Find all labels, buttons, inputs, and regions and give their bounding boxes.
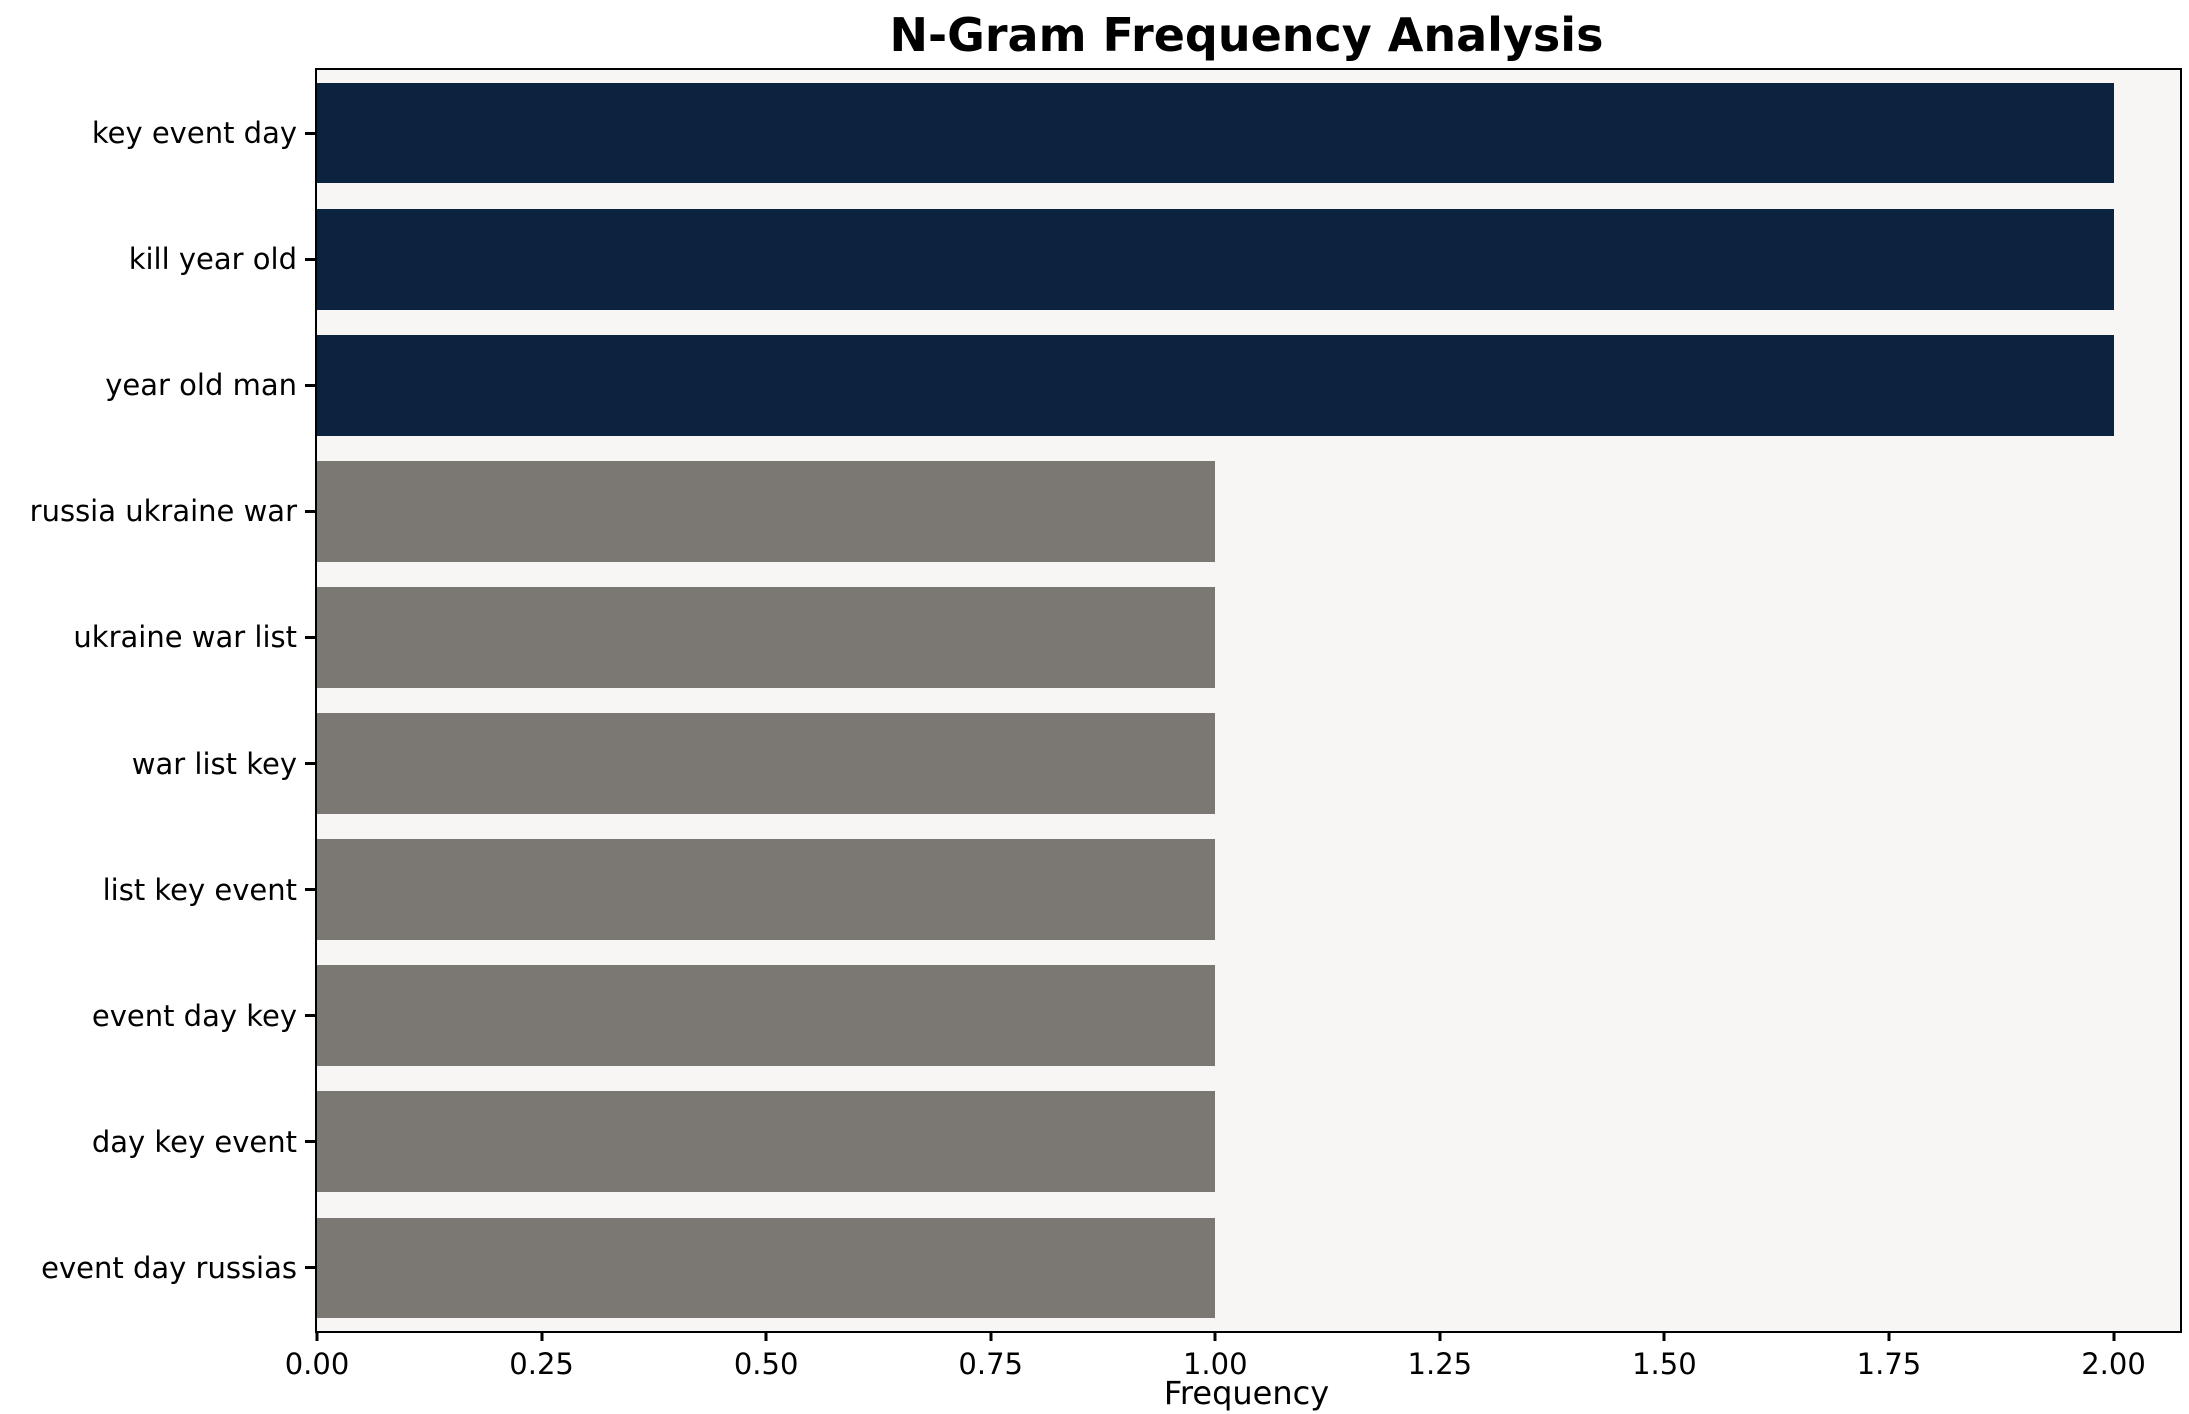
y-axis-tick [305,131,315,135]
x-tick-label: 0.75 [958,1347,1023,1381]
bar-event-day-russias [317,1217,1216,1319]
bar-day-key-event [317,1091,1216,1193]
y-tick-label: ukraine war list [73,620,297,655]
x-tick-label: 1.00 [1182,1347,1248,1381]
x-tick-label: 1.75 [1856,1347,1922,1381]
bar-kill-year-old [317,208,2114,310]
x-tick-label: 0.50 [733,1347,799,1381]
y-tick-label: key event day [91,116,297,151]
x-tick-label: 1.50 [1632,1347,1697,1381]
y-axis-tick [305,509,315,513]
chart-title: N-Gram Frequency Analysis [889,8,1604,62]
x-axis-tick [989,1331,993,1341]
x-axis-tick [1213,1331,1217,1341]
bar-russia-ukraine-war [317,460,1216,562]
y-axis-tick [305,762,315,766]
x-axis-tick [540,1331,544,1341]
x-tick-label: 2.00 [2081,1347,2146,1381]
y-axis-tick [305,1014,315,1018]
y-tick-label: russia ukraine war [29,494,297,529]
y-tick-label: year old man [105,368,297,403]
y-tick-label: kill year old [128,242,297,277]
y-tick-label: day key event [91,1124,297,1159]
x-axis-label: Frequency [1163,1374,1330,1412]
x-tick-label: 1.25 [1407,1347,1473,1381]
y-axis-tick [305,635,315,639]
bar-key-event-day [317,82,2114,184]
plot-area: key event day kill year old year old man ru… [30,68,2182,1381]
x-axis-tick [1887,1331,1891,1341]
x-axis-tick [315,1331,319,1341]
x-tick-label: 0.00 [284,1347,350,1381]
y-tick-label: event day russias [41,1250,297,1285]
x-tick-label: 0.25 [509,1347,574,1381]
y-axis-tick [305,383,315,387]
bar-year-old-man [317,334,2114,436]
bar-event-day-key [317,965,1216,1067]
y-tick-label: war list key [131,746,297,781]
y-axis-tick [305,888,315,892]
x-axis-tick [1662,1331,1666,1341]
bar-ukraine-war-list [317,587,1216,688]
bar-war-list-key [317,713,1216,814]
x-axis-tick [764,1331,768,1341]
y-axis-tick [305,1266,315,1270]
y-axis-tick [305,1140,315,1144]
y-axis-tick [305,257,315,261]
y-tick-label: list key event [102,872,297,907]
x-axis-tick [2112,1331,2116,1341]
x-axis-tick [1438,1331,1442,1341]
y-tick-label: event day key [91,998,297,1033]
bar-list-key-event [317,839,1216,941]
